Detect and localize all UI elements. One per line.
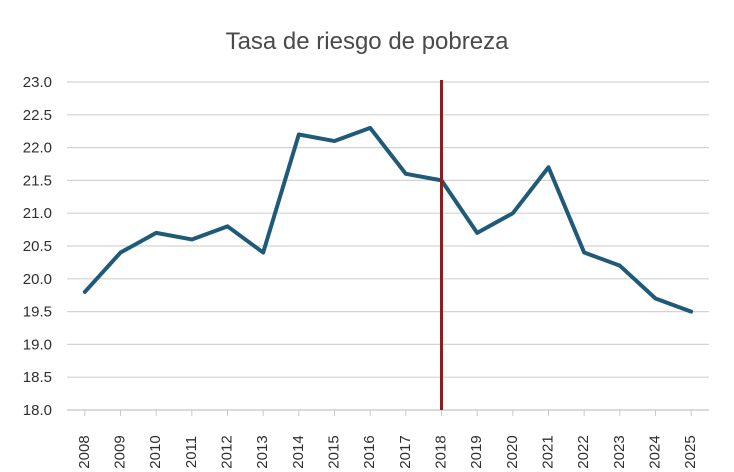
y-tick-label-10: 23.0 <box>23 74 52 91</box>
x-tick-label-2010: 2010 <box>147 435 164 468</box>
series-line <box>82 125 694 314</box>
x-tick-label-2013: 2013 <box>254 435 271 468</box>
x-tick-label-2016: 2016 <box>361 435 378 468</box>
x-tick-label-2019: 2019 <box>468 435 485 468</box>
x-tick-label-2012: 2012 <box>218 435 235 468</box>
y-tick-label-9: 22.5 <box>23 107 52 124</box>
y-tick-label-6: 21.0 <box>23 205 52 222</box>
x-tick-label-2011: 2011 <box>183 436 200 468</box>
x-tick-label-2024: 2024 <box>646 435 663 468</box>
x-tick-label-2015: 2015 <box>325 435 342 468</box>
y-tick-label-1: 18.5 <box>23 369 52 386</box>
x-tick-label-2025: 2025 <box>682 435 699 468</box>
y-tick-label-3: 19.5 <box>23 304 52 321</box>
y-tick-label-7: 21.5 <box>23 172 52 189</box>
y-tick-label-4: 20.0 <box>23 271 52 288</box>
y-tick-label-8: 22.0 <box>23 140 52 157</box>
axis-layer <box>67 409 709 416</box>
x-tick-label-2021: 2021 <box>539 435 556 468</box>
x-tick-label-2008: 2008 <box>76 435 93 468</box>
y-tick-label-2: 19.0 <box>23 336 52 353</box>
y-tick-label-0: 18.0 <box>23 402 52 419</box>
x-tick-label-2022: 2022 <box>575 435 592 468</box>
x-tick-label-2020: 2020 <box>504 435 521 468</box>
y-tick-label-5: 20.5 <box>23 238 52 255</box>
x-tick-label-2009: 2009 <box>111 435 128 468</box>
x-tick-label-2018: 2018 <box>432 435 449 468</box>
x-tick-label-2017: 2017 <box>397 435 414 468</box>
series-layer <box>82 125 694 314</box>
x-tick-label-2014: 2014 <box>290 435 307 468</box>
chart-title: Tasa de riesgo de pobreza <box>226 28 510 55</box>
grid-layer <box>67 81 709 411</box>
label-layer: 18.0 18.5 19.0 19.5 20.0 20.5 21.0 21.5 22.0 22.5… <box>23 74 699 469</box>
x-tick-label-2023: 2023 <box>611 435 628 468</box>
